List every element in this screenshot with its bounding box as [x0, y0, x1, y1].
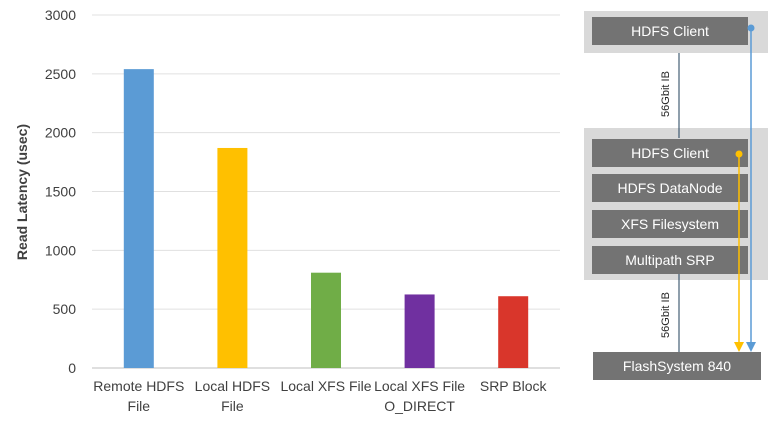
y-tick-label: 500 [53, 301, 77, 317]
remote-client-box: HDFS Client [592, 17, 748, 45]
y-tick-label: 0 [68, 360, 76, 376]
bar [404, 294, 435, 368]
y-tick-labels: 0 500 1000 1500 2000 2500 3000 [45, 7, 76, 376]
link-label-top: 56Gbit IB [660, 71, 672, 117]
gridlines [92, 14, 560, 369]
y-tick-label: 2000 [45, 125, 76, 141]
stack-hdfs-client-box: HDFS Client [592, 139, 748, 167]
x-tick-label: Local XFS File O_DIRECT [374, 378, 465, 414]
y-tick-label: 1000 [45, 242, 76, 258]
bar [498, 296, 529, 368]
y-tick-label: 2500 [45, 66, 76, 82]
stack-hdfs-datanode-box: HDFS DataNode [592, 174, 748, 202]
stack-multipath-srp-box: Multipath SRP [592, 246, 748, 274]
x-tick-label: Remote HDFS File [93, 378, 184, 414]
y-tick-label: 1500 [45, 184, 76, 200]
x-tick-labels: Remote HDFS File Local HDFS File Local XFS F… [93, 378, 547, 414]
bar-chart: 0 500 1000 1500 2000 2500 3000 Remote HDFS File… [14, 7, 560, 414]
y-axis-label: Read Latency (usec) [14, 124, 30, 260]
link-label-bottom: 56Gbit IB [660, 292, 672, 338]
x-tick-label: SRP Block [480, 378, 548, 394]
bar [123, 69, 154, 369]
local-path-arrowhead [734, 342, 744, 352]
y-tick-label: 3000 [45, 7, 76, 23]
remote-path-arrowhead [746, 342, 756, 352]
bar [217, 147, 248, 368]
bars [123, 69, 529, 369]
flashsystem-box: FlashSystem 840 [593, 352, 761, 380]
x-tick-label: Local XFS File [280, 378, 371, 394]
x-tick-label: Local HDFS File [195, 378, 270, 414]
stack-xfs-filesystem-box: XFS Filesystem [592, 210, 748, 238]
bar [311, 272, 341, 368]
